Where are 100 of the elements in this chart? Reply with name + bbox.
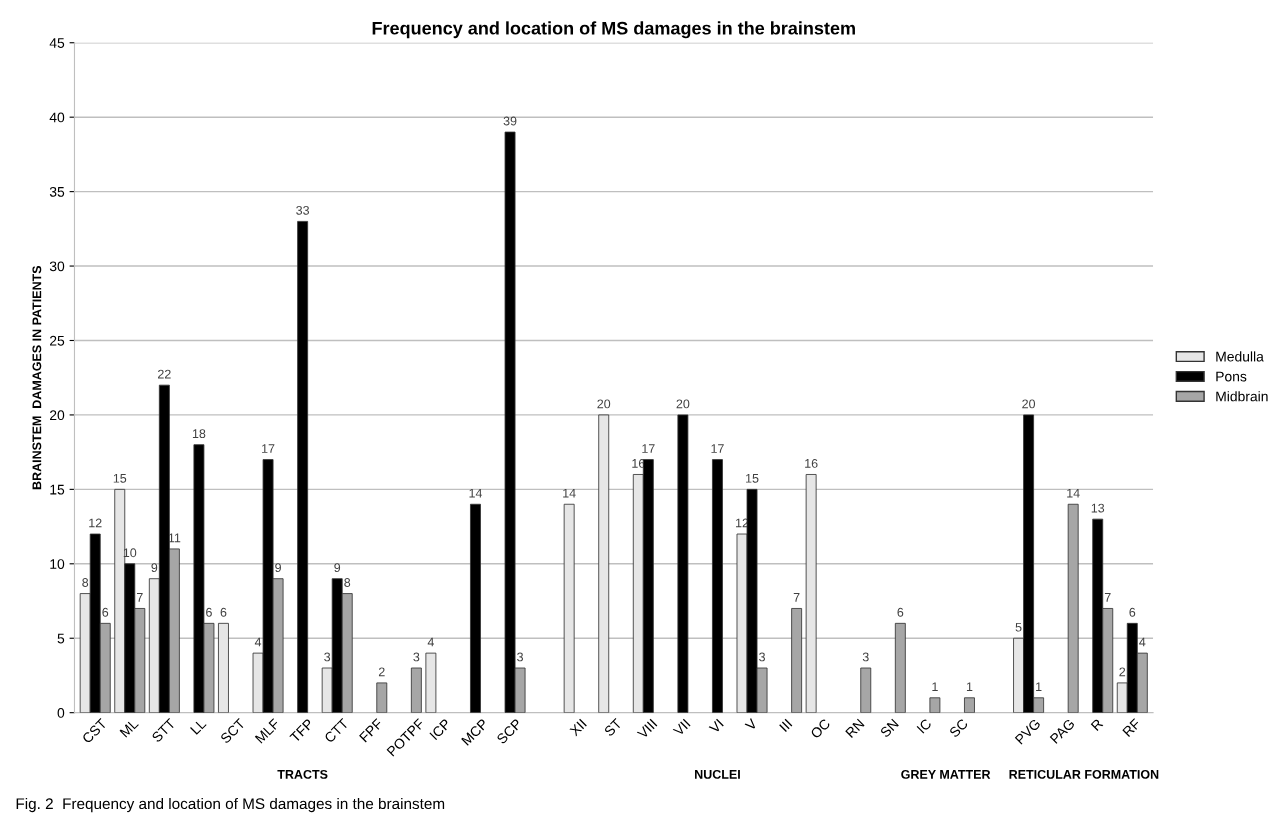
legend-label: Pons — [1216, 371, 1247, 382]
data-label: 4 — [1139, 637, 1146, 647]
data-label: 3 — [759, 652, 765, 662]
data-label: 4 — [254, 637, 262, 647]
data-label: 20 — [676, 399, 690, 409]
data-label: 17 — [642, 444, 655, 453]
data-label: 15 — [746, 474, 759, 483]
bar — [805, 474, 817, 713]
bar — [376, 682, 388, 713]
x-tick-label: XII — [569, 718, 587, 737]
data-label: 3 — [862, 652, 869, 662]
x-tick-label: LL — [190, 718, 207, 735]
bar — [410, 667, 422, 713]
y-tick-label: 35 — [49, 186, 65, 197]
data-label: 20 — [1022, 399, 1036, 409]
x-tick-label: IC — [916, 718, 933, 734]
data-label: 20 — [597, 399, 611, 409]
y-tick-label: 20 — [50, 410, 65, 421]
x-tick-label: III — [779, 718, 793, 732]
data-label: 7 — [1104, 593, 1111, 602]
legend-label: Medulla — [1216, 351, 1264, 362]
data-label: 17 — [262, 444, 275, 453]
text: TRACTS — [277, 769, 328, 779]
data-label: 4 — [427, 637, 434, 647]
data-label: 1 — [966, 682, 973, 692]
data-label: 8 — [82, 578, 89, 587]
bar — [297, 220, 309, 713]
bar — [929, 697, 941, 713]
data-label: 6 — [206, 607, 212, 617]
bar — [425, 652, 437, 713]
data-label: 3 — [324, 652, 331, 662]
chart-title: Frequency and location of MS damages in the brainstem — [372, 21, 855, 39]
data-label: 9 — [275, 563, 281, 573]
data-label: 1 — [932, 682, 938, 692]
caption: Fig. 2 Frequency and location of MS damages in the brainstem — [16, 797, 445, 813]
data-label: 3 — [413, 652, 420, 662]
y-tick-label: 40 — [49, 112, 65, 123]
x-tick-label: R — [1090, 718, 1104, 731]
data-label: 9 — [334, 563, 341, 573]
data-label: 7 — [136, 593, 143, 602]
bar — [712, 459, 723, 713]
x-tick-label: VIII — [636, 718, 658, 740]
x-tick-label: RN — [845, 718, 865, 739]
y-axis-title: BRAINSTEM DAMAGES IN PATIENTS — [32, 265, 42, 490]
x-tick-label: VII — [672, 718, 691, 737]
bar — [677, 414, 689, 713]
y-tick-label: 0 — [57, 708, 65, 718]
data-label: 2 — [378, 667, 385, 677]
data-label: 16 — [805, 458, 818, 468]
bar — [791, 608, 803, 713]
bar — [1067, 503, 1079, 713]
bar — [470, 503, 481, 713]
bar — [964, 697, 975, 713]
x-tick-label: VI — [708, 718, 724, 734]
data-label: 17 — [711, 444, 724, 453]
x-tick-label: V — [744, 717, 758, 732]
bar — [563, 503, 575, 713]
text: RETICULAR FORMATION — [1009, 769, 1159, 779]
data-label: 6 — [220, 607, 227, 617]
data-label: 9 — [151, 563, 158, 573]
x-tick-label: ICP — [429, 718, 452, 741]
data-label: 6 — [897, 607, 904, 617]
data-label: 12 — [89, 518, 102, 528]
bar — [860, 667, 872, 713]
data-label: 13 — [1091, 503, 1105, 513]
data-label: 15 — [113, 474, 127, 483]
data-label: 14 — [469, 488, 483, 498]
y-tick-label: 25 — [50, 335, 65, 346]
data-label: 39 — [503, 116, 517, 126]
y-tick-label: 45 — [49, 38, 65, 48]
data-label: 6 — [102, 607, 109, 617]
data-label: 2 — [1119, 667, 1126, 677]
x-tick-label: TFP — [289, 718, 314, 743]
data-label: 18 — [192, 429, 206, 439]
bar — [894, 622, 906, 713]
data-label: 8 — [344, 578, 351, 587]
x-tick-label: RF — [1122, 718, 1141, 737]
x-tick-label: ML — [119, 718, 139, 738]
x-tick-label: SN — [879, 718, 899, 738]
data-label: 22 — [158, 369, 171, 379]
data-label: 5 — [1015, 622, 1022, 632]
data-label: 14 — [563, 488, 576, 498]
data-label: 14 — [1067, 488, 1080, 498]
x-tick-label: SC — [948, 718, 969, 738]
text: NUCLEI — [695, 769, 740, 779]
bar — [218, 622, 229, 713]
data-label: 6 — [1129, 607, 1136, 617]
data-label: 3 — [517, 652, 523, 662]
data-label: 1 — [1036, 682, 1042, 692]
y-tick-label: 10 — [50, 559, 65, 569]
y-tick-label: 5 — [57, 633, 65, 644]
data-label: 7 — [793, 593, 800, 602]
bar — [598, 414, 610, 713]
text: GREY MATTER — [901, 769, 991, 779]
y-tick-label: 30 — [49, 261, 65, 272]
y-tick-label: 15 — [50, 484, 65, 495]
legend-label: Midbrain — [1216, 391, 1268, 402]
x-tick-label: ST — [603, 718, 623, 737]
data-label: 33 — [296, 205, 310, 215]
x-tick-label: OC — [809, 718, 831, 740]
